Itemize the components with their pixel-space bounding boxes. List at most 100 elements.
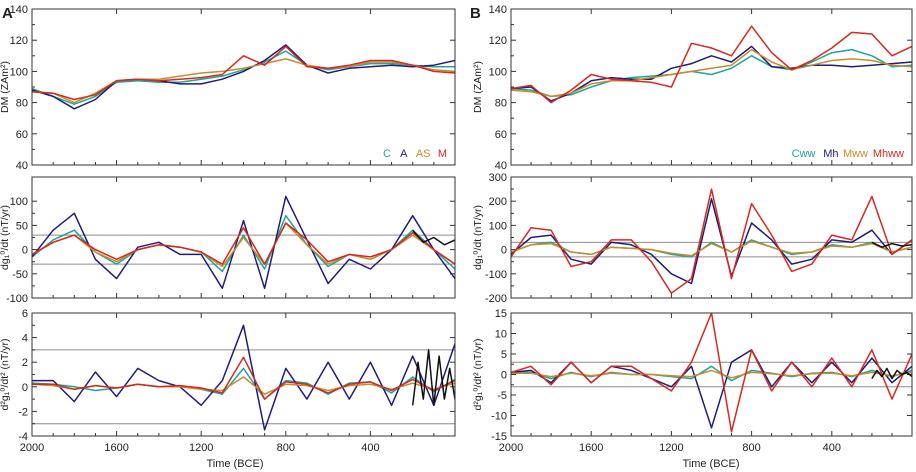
panel-b-top-legend-cww: Cww: [792, 148, 816, 160]
panel-a-mid-y-tick-label-0: -100: [6, 293, 28, 305]
panel-b-bot-x-tick-label-0: 2000: [499, 442, 523, 454]
panel-b-top-legend-mhww: Mhww: [873, 148, 904, 160]
panel-b-mid-series-mww: [511, 240, 912, 257]
panel-a-bot-y-tick-label-3: 2: [22, 357, 28, 369]
panel-a-bot-y-axis-label: d²g₁⁰/dt² (nT/yr): [0, 339, 11, 411]
panel-b-top-series-mh: [511, 45, 912, 102]
panel-b-top-y-tick-label-3: 100: [489, 66, 507, 78]
panel-b-mid-frame: [510, 176, 913, 299]
panel-b-bot-y-tick-label-6: 15: [495, 308, 507, 320]
panel-a-mid-series-m: [32, 222, 455, 265]
panel-b-mid-y-tick-label-5: 300: [489, 172, 507, 184]
panel-b-top-y-tick-label-1: 60: [495, 129, 507, 141]
panel-a-mid-y-tick-label-1: -50: [12, 269, 28, 281]
panel-b-bot-y-tick-label-0: -15: [491, 431, 507, 443]
panel-a-top-y-axis-label: DM (ZAm²): [0, 61, 11, 113]
panel-b-bot-x-tick-label-4: 400: [823, 442, 841, 454]
panel-b-top-y-axis-label: DM (ZAm²): [472, 61, 484, 113]
panel-b-mid: -200 -100 0 100 200 300 dg₁⁰/dt (nT/yr): [472, 172, 913, 305]
panel-b-bot-x-tick-label-1: 1600: [579, 442, 603, 454]
panel-a-top-y-tick-label-2: 80: [16, 98, 28, 110]
panel-a-mid-series-c: [32, 214, 455, 273]
panel-b-mid-y-tick-label-4: 200: [489, 196, 507, 208]
panel-a-top-y-tick-label-1: 60: [16, 129, 28, 141]
panel-a-bot: -4 -2 0 2 4 6 2000 1600 1200 800 400 d²g₁⁰/dt² (nT/…: [0, 308, 456, 454]
panel-a-bot-series-m: [32, 356, 455, 400]
panel-a-mid-y-tick-label-4: 100: [10, 196, 28, 208]
panel-a-top-series-as: [32, 58, 455, 104]
panel-b-top-y-tick-label-5: 140: [489, 4, 507, 16]
panel-a-top-legend-c: C: [383, 148, 391, 160]
panel-b-mid-y-tick-label-2: 0: [501, 245, 507, 257]
panel-a-mid-y-tick-label-2: 0: [22, 245, 28, 257]
panel-a-mid-frame: [31, 176, 456, 299]
panel-b-top-y-tick-label-2: 80: [495, 98, 507, 110]
panel-a-mid-series-obs: [412, 229, 455, 246]
panel-b-mid-series-group: [511, 188, 912, 294]
panel-b-bot-y-tick-label-4: 5: [501, 349, 507, 361]
panel-a-top-series-group: [32, 44, 455, 110]
panel-b-bot-y-tick-label-2: -5: [497, 390, 507, 402]
panel-b-top-y-tick-label-4: 120: [489, 35, 507, 47]
panel-b-bot-y-axis-label: d²g₁⁰/dt² (nT/yr): [472, 339, 484, 411]
panel-b-bot-x-tick-label-3: 800: [742, 442, 760, 454]
panel-b-bot-frame: [510, 312, 913, 437]
panel-a-bot-frame: [31, 312, 456, 437]
panel-a-top-series-a: [32, 44, 455, 110]
panel-b-top-series-group: [511, 25, 912, 104]
panel-b-top-frame: [510, 8, 913, 166]
panel-b-bot-y-tick-label-5: 10: [495, 329, 507, 341]
panel-b-mid-y-tick-label-0: -200: [485, 293, 507, 305]
panel-b-bot: -15 -10 -5 0 5 10 15 2000 1600 1200 800 400 d²g₁⁰/dt…: [472, 308, 913, 454]
panel-b-bot-series-obs: [871, 367, 912, 380]
panel-b-top: 40 60 80 100 120 140 DM (ZAm²) Mhww Mww Mh Cww: [472, 4, 913, 172]
panel-a-mid-y-axis-label: dg₁⁰/dt (nT/yr): [0, 205, 11, 270]
panel-a-bot-x-tick-label-4: 400: [361, 442, 379, 454]
panel-a-mid-y-tick-label-3: 50: [16, 220, 28, 232]
panel-a-bot-series-group: [32, 324, 455, 431]
panel-a-top-y-tick-label-5: 140: [10, 4, 28, 16]
panel-b-top-legend-mww: Mww: [843, 148, 868, 160]
panel-b-mid-series-mh: [511, 198, 912, 285]
panel-a-top-series-c: [32, 50, 455, 105]
panel-b-bot-y-tick-label-3: 0: [501, 370, 507, 382]
panel-a-bot-x-tick-label-1: 1600: [104, 442, 128, 454]
panel-b-top-legend-mh: Mh: [823, 148, 838, 160]
panel-a-mid-series-group: [32, 195, 455, 290]
panel-a-top-frame: [31, 8, 456, 166]
panel-b-bot-series-group: [511, 313, 912, 433]
panel-b-top-series-mhww: [511, 25, 912, 104]
x-axis-label-a: Time (BCE): [206, 458, 263, 470]
panel-a-bot-y-tick-label-2: 0: [22, 382, 28, 394]
panel-b-bot-series-mww: [511, 369, 912, 379]
panel-a-top-y-tick-label-4: 120: [10, 35, 28, 47]
panel-a-bot-series-c: [32, 367, 455, 400]
panel-b-top-series-cww: [511, 48, 912, 98]
panel-letter-b: B: [470, 5, 481, 22]
panel-a-bot-x-tick-label-2: 1200: [189, 442, 213, 454]
panel-a-bot-y-tick-label-0: -4: [18, 431, 28, 443]
panel-b-top-y-tick-label-0: 40: [495, 160, 507, 172]
panel-a-mid-series-as: [32, 222, 455, 268]
x-axis-label-b: Time (BCE): [682, 458, 739, 470]
panel-b-top-series-mww: [511, 48, 912, 98]
panel-b-mid-y-tick-label-1: -100: [485, 269, 507, 281]
panel-b-mid-y-axis-label: dg₁⁰/dt (nT/yr): [472, 205, 484, 270]
panel-a-top-y-tick-label-0: 40: [16, 160, 28, 172]
panel-a-bot-y-tick-label-1: -2: [18, 406, 28, 418]
panel-a-top-legend-as: AS: [416, 148, 431, 160]
panel-a-mid-series-a: [32, 195, 455, 290]
panel-a-bot-series-obs: [411, 349, 455, 407]
panel-a-bot-y-tick-label-5: 6: [22, 308, 28, 320]
panel-a-bot-y-tick-label-4: 4: [22, 333, 28, 345]
panel-a-top-legend-m: M: [438, 148, 447, 160]
panel-b-bot-y-tick-label-1: -10: [491, 411, 507, 423]
panel-b-bot-series-mhww: [511, 313, 912, 433]
panel-a-bot-x-tick-label-0: 2000: [20, 442, 44, 454]
panel-b-mid-series-obs: [871, 241, 912, 248]
panel-b-mid-series-mhww: [511, 188, 912, 294]
panel-a-top-legend-a: A: [400, 148, 408, 160]
panel-b-bot-x-tick-label-2: 1200: [659, 442, 683, 454]
